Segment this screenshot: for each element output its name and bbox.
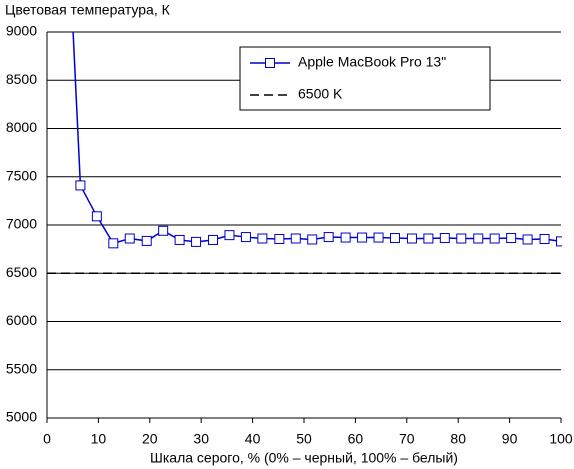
marker <box>357 232 368 243</box>
marker <box>423 233 434 244</box>
x-tick-label: 60 <box>348 431 364 447</box>
marker <box>556 236 562 247</box>
marker <box>522 234 533 245</box>
marker <box>406 233 417 244</box>
plot-area <box>47 32 562 274</box>
marker <box>340 232 351 243</box>
marker <box>75 180 86 191</box>
series-line <box>72 32 562 245</box>
marker <box>158 225 169 236</box>
legend: Apple MacBook Pro 13" 6500 K <box>239 46 491 111</box>
chart-title: Цветовая температура, К <box>5 2 171 18</box>
marker <box>174 234 185 245</box>
y-tick-label: 9000 <box>6 23 37 39</box>
marker <box>456 233 467 244</box>
y-tick-label: 5500 <box>6 360 37 376</box>
marker <box>473 233 484 244</box>
y-tick-label: 7500 <box>6 167 37 183</box>
marker <box>224 230 235 241</box>
marker <box>257 233 268 244</box>
marker <box>539 233 550 244</box>
marker <box>191 236 202 247</box>
marker <box>290 233 301 244</box>
marker <box>323 232 334 243</box>
marker <box>506 233 517 244</box>
x-tick-label: 50 <box>296 431 312 447</box>
marker <box>274 233 285 244</box>
y-tick-label: 8500 <box>6 71 37 87</box>
y-tick-label: 8000 <box>6 119 37 135</box>
x-tick-label: 20 <box>142 431 158 447</box>
x-tick-label: 30 <box>193 431 209 447</box>
x-tick-label: 40 <box>245 431 261 447</box>
marker <box>124 233 135 244</box>
marker <box>91 211 102 222</box>
y-tick-label: 7000 <box>6 216 37 232</box>
x-tick-label: 0 <box>43 431 51 447</box>
marker <box>141 235 152 246</box>
legend-box <box>239 46 491 111</box>
legend-marker <box>265 58 275 68</box>
marker <box>240 232 251 243</box>
x-tick-label: 90 <box>502 431 518 447</box>
marker <box>108 238 119 249</box>
marker <box>208 234 219 245</box>
legend-label: Apple MacBook Pro 13" <box>298 54 446 70</box>
y-tick-label: 5000 <box>6 409 37 425</box>
x-tick-label: 70 <box>399 431 415 447</box>
y-tick-label: 6000 <box>6 312 37 328</box>
x-tick-label: 80 <box>450 431 466 447</box>
x-tick-label: 10 <box>91 431 107 447</box>
marker <box>489 233 500 244</box>
x-tick-label: 100 <box>549 431 573 447</box>
y-tick-label: 6500 <box>6 264 37 280</box>
x-axis-label: Шкала серого, % (0% – черный, 100% – бел… <box>150 450 458 466</box>
legend-label: 6500 K <box>298 86 343 102</box>
marker <box>389 233 400 244</box>
marker <box>307 234 318 245</box>
marker <box>439 233 450 244</box>
marker <box>373 232 384 243</box>
